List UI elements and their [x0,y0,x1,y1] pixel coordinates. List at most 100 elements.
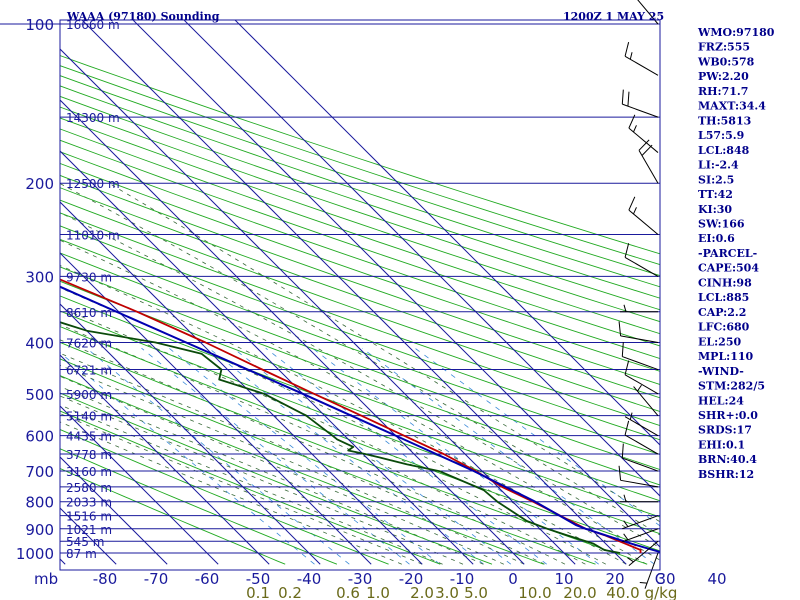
wind-barb-half-flag [633,125,637,133]
dry-adiabat-29 [60,65,660,266]
moist-adiabat-12 [60,265,647,565]
temperature-label: 0 [508,570,518,588]
wind-barb-flag [618,465,622,481]
wind-barb [637,0,659,25]
dry-adiabat-30 [60,55,660,255]
temperature-label: -20 [399,570,424,588]
temperature-label: -10 [450,570,475,588]
height-label: 7620 m [66,336,112,350]
wind-barb-staff [624,256,659,277]
height-label: 3778 m [66,448,112,462]
wind-barb-staff [622,457,659,472]
moist-adiabat-10 [60,307,606,565]
wind-barb-flag [628,196,636,211]
mixing-ratio-line-0 [60,352,315,565]
temperature-label: 10 [554,570,573,588]
wind-barb-staff [624,434,659,455]
dry-adiabat-12 [60,266,660,486]
wind-barb-half-flag [623,304,627,312]
temperature-label: 40 [707,570,726,588]
mixing-ratio-line-6 [265,347,547,565]
parcel-line [60,285,660,554]
pressure-label: 800 [25,494,54,512]
mixing-ratio-label: 10.0 [518,584,551,600]
height-label: 545 m [66,535,104,549]
stat-line: CAPE:504 [698,262,759,275]
isotherm-14 [60,150,474,565]
wind-barb-flag [624,243,630,258]
chart-title: WAAA (97180) Sounding [66,10,220,23]
dewpoint-line [60,321,621,554]
mixing-ratio-label: 0.6 [336,584,360,600]
wind-barb-half-flag [623,494,627,502]
pressure-label: 500 [25,386,54,404]
moist-adiabat-4 [60,386,484,565]
wind-barb-staff [622,103,659,118]
moist-adiabat-5 [60,375,504,565]
wind-barb-half-flag [623,533,629,541]
moist-adiabat-6 [60,364,525,565]
wind-barb [621,443,659,472]
dry-adiabat-1 [60,448,338,565]
stat-line: MAXT:34.4 [698,100,766,113]
dry-adiabat-23 [60,128,660,335]
height-label: 87 m [66,547,97,561]
wind-barb [639,552,659,589]
dry-adiabat-24 [60,117,660,323]
dry-adiabat-0 [60,468,286,565]
moist-adiabat-16 [108,182,660,523]
wind-barb [621,341,659,371]
dry-adiabat-21 [60,151,660,360]
dry-adiabat-2 [60,429,389,565]
pressure-unit-label: mb [34,570,58,588]
stat-line: TT:42 [698,188,733,201]
stat-line: LI:-2.4 [698,159,739,172]
isotherm-10 [60,354,270,565]
pressure-label: 200 [25,175,54,193]
moist-adiabat-14 [60,212,660,549]
stat-line: PW:2.20 [698,70,749,83]
mixing-ratio-label: 20.0 [563,584,596,600]
stat-line: SHR+:0.0 [698,409,758,422]
stat-line: SRDS:17 [698,424,752,437]
wind-barb-half-flag [629,412,633,420]
dry-adiabat-10 [60,295,660,518]
wind-barb [620,494,658,503]
pressure-label: 1000 [16,545,54,563]
wind-barb-staff [628,540,659,567]
isotherm-20 [234,20,660,446]
wind-barb [624,420,659,455]
moist-adiabat-11 [60,287,627,565]
stat-line: BSHR:12 [698,468,754,481]
wind-barb-flag [627,91,630,107]
isotherm-13 [60,201,423,565]
height-label: 4435 m [66,430,112,444]
height-label: 6721 m [66,364,112,378]
temperature-label: -30 [348,570,373,588]
wind-barb [620,304,658,313]
dry-adiabat-3 [60,410,441,565]
temperature-label: -40 [297,570,322,588]
dry-adiabat-19 [60,174,660,385]
height-label: 14300 m [66,111,120,125]
wind-barb-half-flag [623,520,629,527]
wind-barb-staff [622,515,659,530]
wind-barb-flag [621,89,624,105]
mixing-ratio-label: 0.2 [278,584,302,600]
moist-adiabat-8 [60,339,566,565]
temperature-label: -60 [195,570,220,588]
wind-barb-half-flag [639,582,648,584]
wind-barb-half-flag [637,384,642,392]
wind-barb-staff [628,209,659,235]
temperature-label: -80 [93,570,118,588]
wind-barb [624,360,659,395]
wind-barb-staff [638,150,659,184]
mixing-ratio-line-4 [208,347,484,565]
stat-line: STM:282/5 [698,380,765,393]
stat-line: EI:0.6 [698,232,735,245]
height-label: 9730 m [66,270,112,284]
wind-barb [624,412,659,437]
wind-barb-staff [628,127,659,153]
isotherm-9 [60,405,219,565]
wind-barb [624,42,659,76]
